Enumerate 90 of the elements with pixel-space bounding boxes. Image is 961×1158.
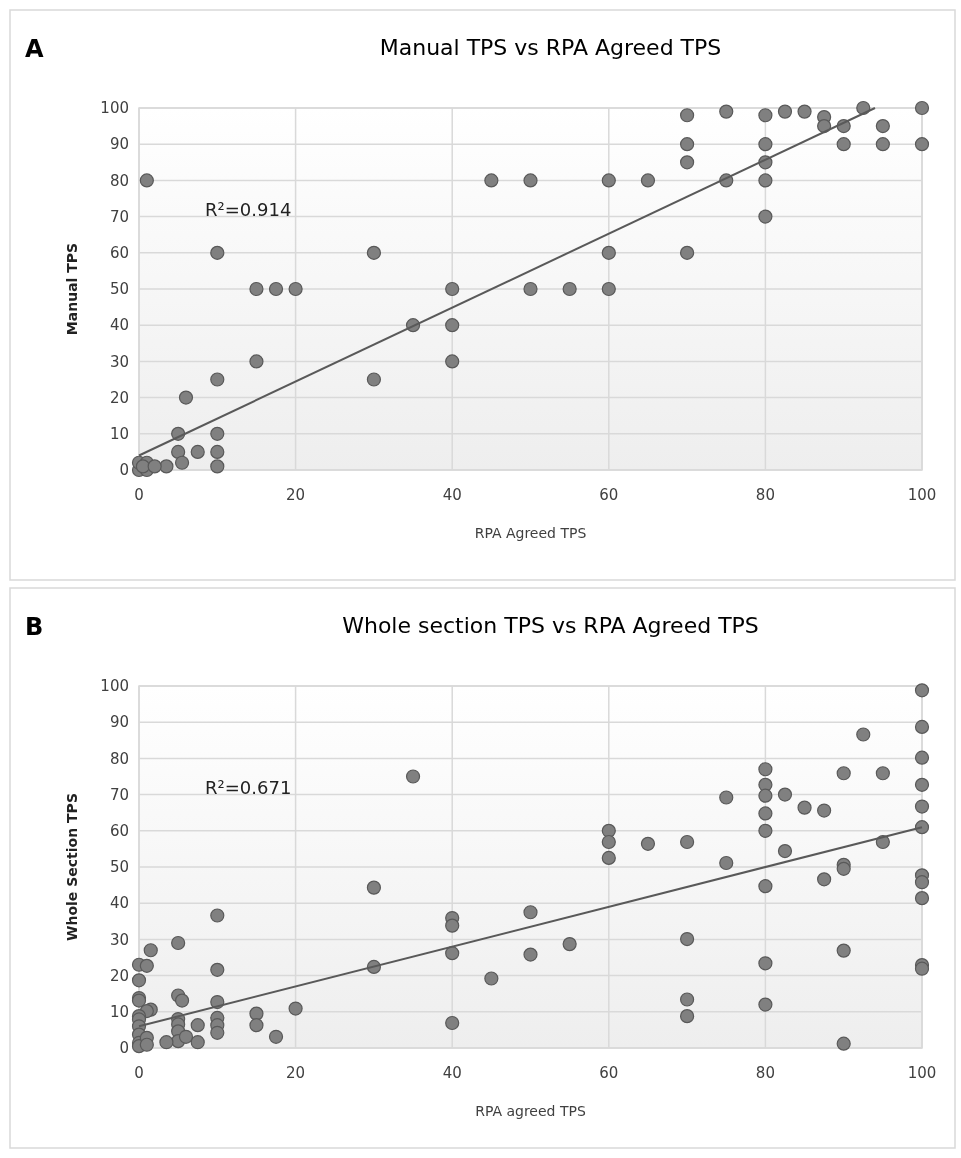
point [758,137,773,152]
y-tick-label: 20 [109,966,129,985]
point [680,245,695,260]
x-tick-label: 100 [907,1064,937,1082]
y-tick-label: 0 [119,1039,129,1058]
y-tick-label: 70 [109,785,129,804]
point [210,444,225,459]
point [445,318,460,333]
y-tick-label: 100 [100,99,129,118]
text: B [25,613,44,641]
y-tick-label: 90 [109,713,129,732]
point [777,104,793,119]
point [601,245,616,260]
point [249,354,264,369]
x-tick-label: 100 [907,486,937,504]
chart-title: Whole section TPS vs RPA Agreed TPS [342,613,759,638]
x-tick-label: 20 [286,1064,306,1082]
point [445,281,460,297]
point [523,173,538,188]
y-tick-label: 40 [109,894,129,913]
y-tick-label: 10 [109,1003,129,1022]
point [135,459,151,474]
point [139,173,154,188]
y-tick-label: 50 [109,280,129,299]
point [159,459,174,474]
y-tick-label: 30 [109,930,129,949]
point [680,155,695,170]
y-tick-label: 40 [109,316,129,335]
x-tick-label: 0 [134,486,144,504]
point [190,444,205,459]
point [914,137,930,152]
point [445,354,460,369]
x-tick-label: 20 [286,486,306,504]
point [268,281,284,297]
point [836,137,851,152]
point [249,281,264,297]
point [914,100,930,116]
y-tick-label: 50 [109,858,129,877]
point [601,173,616,188]
point [210,372,225,387]
y-axis-title: Manual TPS [64,242,80,336]
point [758,108,773,123]
point [366,245,381,260]
x-tick-label: 80 [755,486,775,504]
x-tick-label: 40 [442,486,462,504]
point [210,245,225,260]
x-tick-label: 40 [442,1064,462,1082]
annotation: R²=0.914 [205,198,292,220]
point [562,281,577,297]
point [288,281,303,297]
x-axis-title: RPA agreed TPS [475,1103,586,1119]
point [484,173,499,188]
point [523,281,538,297]
point [147,459,162,474]
x-tick-label: 0 [134,1064,144,1082]
point [719,104,734,119]
y-tick-label: 0 [119,461,129,480]
point [680,108,695,123]
x-tick-label: 60 [599,486,619,504]
point [174,455,190,470]
y-tick-label: 80 [109,749,129,768]
y-tick-label: 10 [109,425,129,444]
x-tick-label: 60 [599,1064,619,1082]
x-axis-title: RPA Agreed TPS [474,525,587,541]
text: A [25,35,44,63]
y-tick-label: 60 [109,822,129,841]
y-tick-label: 30 [109,352,129,371]
y-tick-label: 80 [109,171,129,190]
y-tick-label: 20 [109,388,129,407]
point [797,104,812,119]
y-tick-label: 90 [109,135,129,154]
point [178,390,194,405]
point [758,173,773,188]
y-tick-label: 70 [109,207,129,226]
point [171,444,186,459]
point [210,426,225,441]
point [680,137,695,152]
y-axis-title: Whole Section TPS [64,793,80,941]
point [210,459,225,474]
annotation: R²=0.671 [205,776,292,798]
point [366,372,381,387]
point [875,119,890,134]
chart-title: Manual TPS vs RPA Agreed TPS [379,35,722,60]
point [601,281,616,297]
y-tick-label: 60 [109,244,129,263]
point [758,209,773,224]
point [875,137,890,152]
y-tick-label: 100 [100,677,129,696]
point [640,173,656,188]
x-tick-label: 80 [755,1064,775,1082]
